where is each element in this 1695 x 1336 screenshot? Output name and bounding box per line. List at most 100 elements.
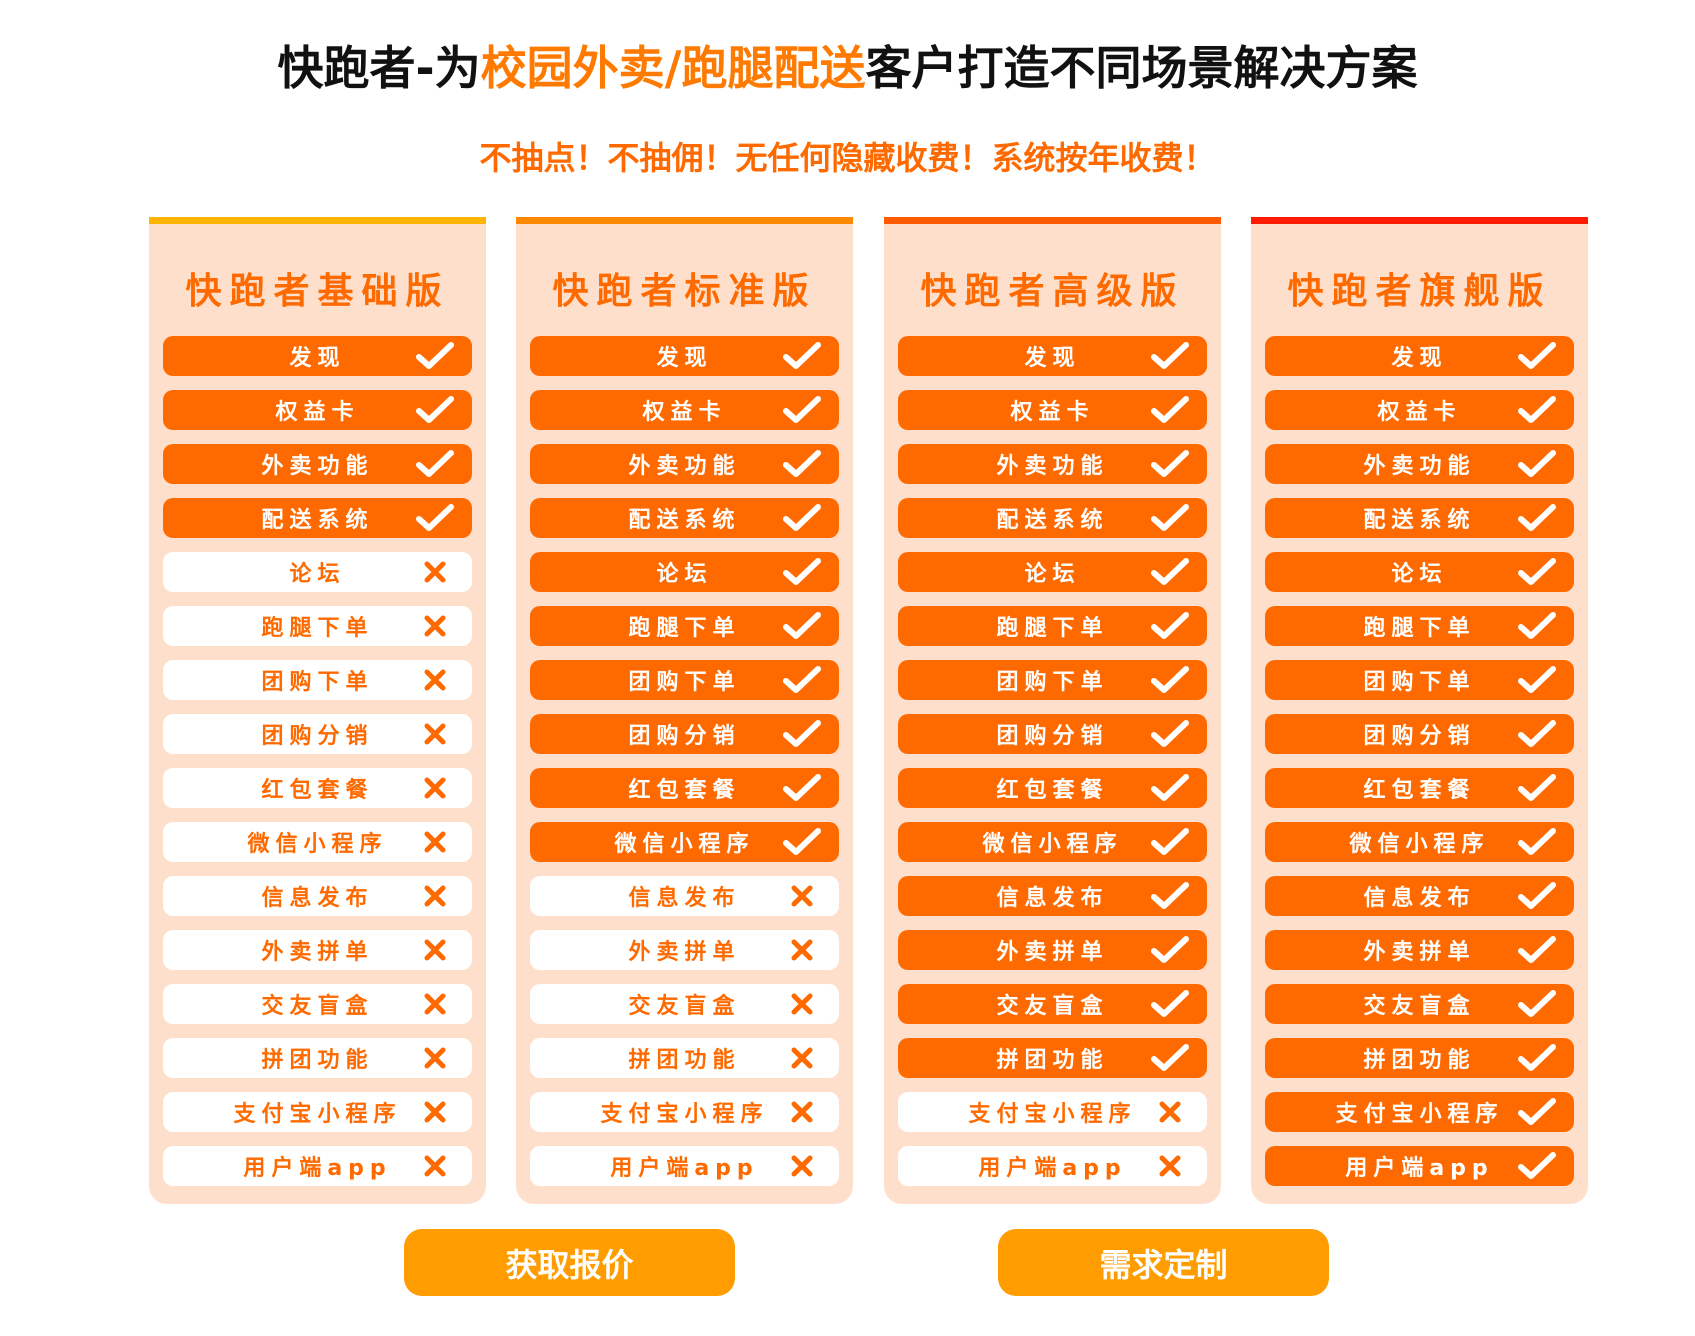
- check-icon: [1514, 984, 1560, 1024]
- custom-request-button[interactable]: 需求定制: [998, 1229, 1329, 1296]
- feature-row: 跑腿下单: [530, 606, 839, 646]
- feature-label: 红包套餐: [1363, 778, 1476, 803]
- check-icon: [1514, 1038, 1560, 1078]
- feature-label: 微信小程序: [1349, 832, 1490, 857]
- cross-icon: [779, 876, 825, 916]
- feature-label: 团购下单: [1363, 670, 1476, 695]
- feature-label: 跑腿下单: [261, 616, 374, 641]
- check-icon: [1147, 606, 1193, 646]
- check-icon: [779, 552, 825, 592]
- feature-label: 配送系统: [261, 508, 374, 533]
- feature-row: 论坛: [163, 552, 472, 592]
- feature-label: 拼团功能: [1363, 1048, 1476, 1073]
- plan-top-bar: [149, 217, 486, 224]
- check-icon: [1514, 714, 1560, 754]
- feature-label: 配送系统: [628, 508, 741, 533]
- feature-label: 团购分销: [996, 724, 1109, 749]
- feature-row: 拼团功能: [530, 1038, 839, 1078]
- feature-label: 外卖拼单: [261, 940, 374, 965]
- feature-label: 支付宝小程序: [600, 1102, 769, 1127]
- feature-label: 权益卡: [642, 400, 727, 425]
- plan-panel: 快跑者旗舰版 发现 权益卡 外卖功能 配送系统 论坛 跑腿下单 团购下单 团购分销 红包套餐 微信小…: [1251, 224, 1588, 1204]
- feature-row: 交友盲盒: [530, 984, 839, 1024]
- feature-row: 微信小程序: [898, 822, 1207, 862]
- feature-row: 拼团功能: [898, 1038, 1207, 1078]
- feature-label: 支付宝小程序: [1335, 1102, 1504, 1127]
- feature-row: 外卖功能: [163, 444, 472, 484]
- check-icon: [779, 660, 825, 700]
- subtitle: 不抽点！不抽佣！无任何隐藏收费！系统按年收费！: [479, 139, 1216, 177]
- plan-column: 快跑者标准版 发现 权益卡 外卖功能 配送系统 论坛 跑腿下单 团购下单 团购分销 红包套餐 微信小…: [516, 217, 853, 1204]
- feature-row: 微信小程序: [530, 822, 839, 862]
- check-icon: [1147, 444, 1193, 484]
- feature-row: 配送系统: [530, 498, 839, 538]
- check-icon: [1514, 444, 1560, 484]
- feature-row: 外卖拼单: [163, 930, 472, 970]
- feature-row: 外卖功能: [898, 444, 1207, 484]
- feature-label: 交友盲盒: [261, 994, 374, 1019]
- feature-row: 红包套餐: [163, 768, 472, 808]
- get-quote-button[interactable]: 获取报价: [404, 1229, 735, 1296]
- feature-label: 交友盲盒: [1363, 994, 1476, 1019]
- plan-panel: 快跑者高级版 发现 权益卡 外卖功能 配送系统 论坛 跑腿下单 团购下单 团购分销 红包套餐 微信小…: [884, 224, 1221, 1204]
- plan-column: 快跑者高级版 发现 权益卡 外卖功能 配送系统 论坛 跑腿下单 团购下单 团购分销 红包套餐 微信小…: [884, 217, 1221, 1204]
- feature-row: 拼团功能: [1265, 1038, 1574, 1078]
- feature-row: 交友盲盒: [898, 984, 1207, 1024]
- feature-row: 配送系统: [898, 498, 1207, 538]
- cross-icon: [412, 876, 458, 916]
- check-icon: [1147, 390, 1193, 430]
- check-icon: [779, 822, 825, 862]
- feature-label: 微信小程序: [247, 832, 388, 857]
- feature-label: 配送系统: [1363, 508, 1476, 533]
- feature-label: 外卖功能: [261, 454, 374, 479]
- feature-label: 配送系统: [996, 508, 1109, 533]
- feature-label: 发现: [656, 346, 713, 371]
- feature-label: 用户端app: [978, 1156, 1127, 1181]
- plan-top-bar: [884, 217, 1221, 224]
- feature-row: 用户端app: [163, 1146, 472, 1186]
- feature-label: 外卖功能: [628, 454, 741, 479]
- feature-label: 论坛: [289, 562, 346, 587]
- feature-row: 论坛: [898, 552, 1207, 592]
- feature-label: 信息发布: [996, 886, 1109, 911]
- feature-row: 发现: [163, 336, 472, 376]
- feature-label: 团购分销: [628, 724, 741, 749]
- feature-row: 团购分销: [898, 714, 1207, 754]
- feature-label: 拼团功能: [261, 1048, 374, 1073]
- feature-row: 论坛: [530, 552, 839, 592]
- feature-label: 发现: [1391, 346, 1448, 371]
- feature-label: 信息发布: [261, 886, 374, 911]
- feature-row: 权益卡: [1265, 390, 1574, 430]
- check-icon: [1514, 1092, 1560, 1132]
- title-highlight: 校园外卖/跑腿配送: [480, 41, 866, 95]
- check-icon: [779, 714, 825, 754]
- feature-row: 红包套餐: [530, 768, 839, 808]
- check-icon: [1514, 1146, 1560, 1186]
- feature-label: 发现: [289, 346, 346, 371]
- feature-row: 支付宝小程序: [530, 1092, 839, 1132]
- feature-label: 外卖拼单: [996, 940, 1109, 965]
- check-icon: [1514, 876, 1560, 916]
- feature-row: 信息发布: [530, 876, 839, 916]
- cross-icon: [412, 930, 458, 970]
- cross-icon: [779, 984, 825, 1024]
- check-icon: [412, 336, 458, 376]
- plan-name: 快跑者旗舰版: [1287, 271, 1552, 312]
- check-icon: [412, 390, 458, 430]
- title-part2: 客户打造不同场景解决方案: [865, 41, 1418, 95]
- cross-icon: [779, 1092, 825, 1132]
- check-icon: [1147, 930, 1193, 970]
- feature-row: 支付宝小程序: [898, 1092, 1207, 1132]
- check-icon: [1147, 660, 1193, 700]
- feature-row: 支付宝小程序: [1265, 1092, 1574, 1132]
- feature-row: 团购分销: [1265, 714, 1574, 754]
- feature-row: 信息发布: [163, 876, 472, 916]
- feature-label: 权益卡: [1377, 400, 1462, 425]
- check-icon: [1514, 660, 1560, 700]
- feature-label: 团购下单: [261, 670, 374, 695]
- feature-label: 微信小程序: [982, 832, 1123, 857]
- feature-label: 信息发布: [1363, 886, 1476, 911]
- check-icon: [1147, 552, 1193, 592]
- check-icon: [1147, 876, 1193, 916]
- feature-row: 外卖拼单: [898, 930, 1207, 970]
